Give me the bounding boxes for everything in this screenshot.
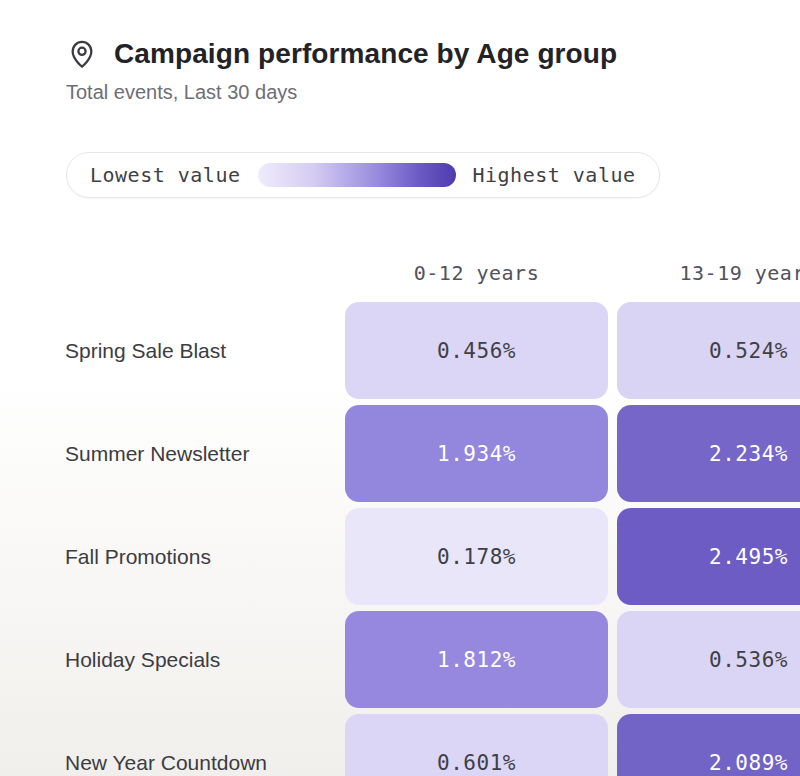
chart-title: Campaign performance by Age group	[114, 38, 617, 70]
heatmap-cell[interactable]: 0.601%	[345, 714, 608, 776]
chart-header: Campaign performance by Age group Total …	[66, 38, 617, 104]
column-header: 13-19 years	[617, 249, 800, 296]
heatmap-page: { "header": { "title": "Campaign perform…	[0, 0, 800, 776]
row-label: Summer Newsletter	[65, 405, 336, 502]
legend-lowest-label: Lowest value	[90, 163, 241, 187]
row-label: Holiday Specials	[65, 611, 336, 708]
heatmap-cell[interactable]: 2.495%	[617, 508, 800, 605]
location-pin-icon	[66, 38, 98, 70]
heatmap-cell[interactable]: 1.934%	[345, 405, 608, 502]
chart-title-row: Campaign performance by Age group	[66, 38, 617, 70]
color-gradient-bar	[258, 163, 456, 187]
color-scale-legend: Lowest value Highest value	[66, 152, 660, 198]
column-header: 0-12 years	[345, 249, 608, 296]
heatmap-cell[interactable]: 2.234%	[617, 405, 800, 502]
heatmap-cell[interactable]: 1.812%	[345, 611, 608, 708]
heatmap-cell[interactable]: 2.089%	[617, 714, 800, 776]
legend-highest-label: Highest value	[473, 163, 636, 187]
grid-corner	[65, 249, 336, 296]
row-label: Fall Promotions	[65, 508, 336, 605]
heatmap-cell[interactable]: 0.536%	[617, 611, 800, 708]
row-label: Spring Sale Blast	[65, 302, 336, 399]
heatmap-cell[interactable]: 0.524%	[617, 302, 800, 399]
chart-subtitle: Total events, Last 30 days	[66, 81, 617, 104]
heatmap-cell[interactable]: 0.456%	[345, 302, 608, 399]
row-label: New Year Countdown	[65, 714, 336, 776]
heatmap-grid: 0-12 years13-19 yearsSpring Sale Blast0.…	[65, 249, 800, 776]
heatmap-cell[interactable]: 0.178%	[345, 508, 608, 605]
